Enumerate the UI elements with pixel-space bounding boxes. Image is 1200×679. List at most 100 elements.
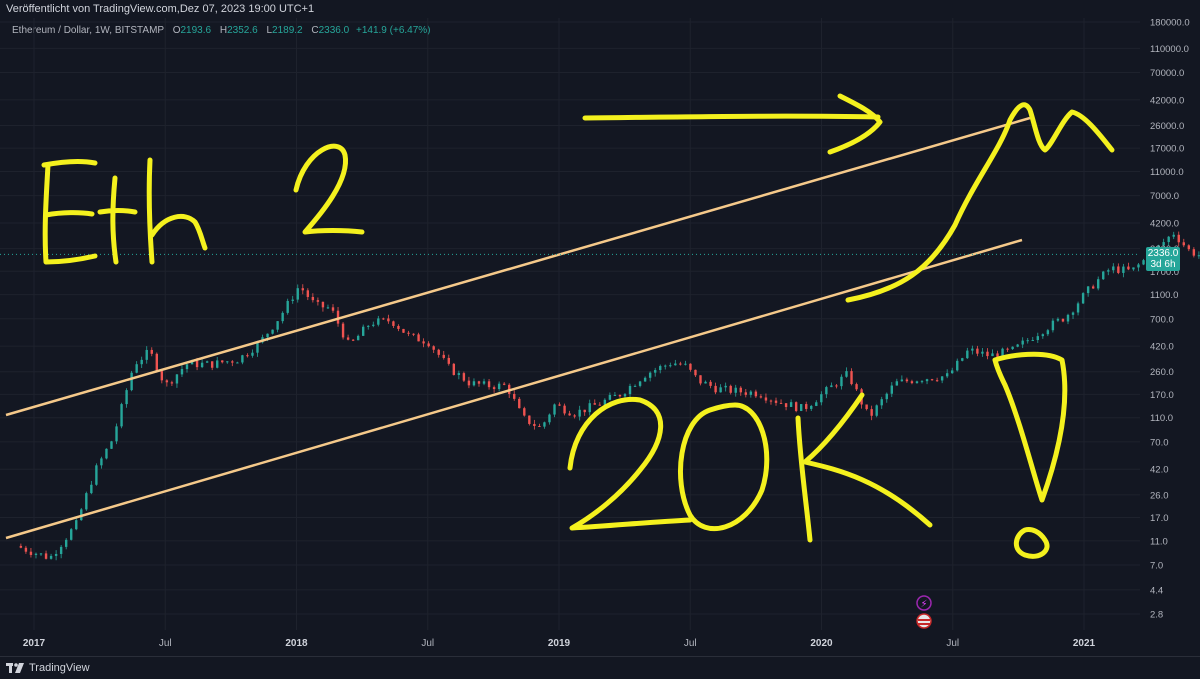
arrow-head [827,93,883,155]
time-axis: 2017Jul2018Jul2019Jul2020Jul2021Jul2022J… [23,638,1096,649]
time-tick-label: 2021 [1073,638,1096,649]
candle-body [684,363,687,365]
candle-body [729,385,732,393]
candle-body [789,402,793,407]
price-tick-label: 700.0 [1150,314,1174,325]
event-markers: ⚡ [916,595,932,629]
candle-body [880,399,883,406]
candle-body [1102,271,1105,280]
candle-body [115,426,118,442]
candle-body [930,379,934,381]
candle-body [64,539,68,547]
candle-body [895,381,899,386]
candle-body [704,381,707,384]
candle-body [256,342,259,353]
candle-body [719,387,722,393]
candle-body [583,409,586,413]
price-tick-label: 70000.0 [1150,68,1184,79]
candle-body [774,400,778,403]
last-price-badge: 2336.0 3d 6h [1146,247,1180,272]
price-axis: 180000.0 110000.0 70000.0 42000.0 26000.0 170… [1150,18,1190,621]
candle-body [674,363,677,366]
candle-body [613,394,617,396]
candle-body [150,349,153,354]
price-tick-label: 110.0 [1150,413,1173,424]
candle-body [90,484,93,494]
symbol-title[interactable]: Ethereum / Dollar, 1W, BITSTAMP [12,25,164,36]
candle-body [382,318,385,320]
price-tick-label: 4.4 [1150,585,1163,596]
price-tick-label: 42.0 [1150,465,1169,476]
price-tick-label: 26.0 [1150,490,1169,501]
change-value: +141.9 (+6.47%) [356,25,431,36]
candle-body [387,318,390,322]
candle-body [402,328,405,333]
candle-body [497,383,501,390]
candle-body [905,379,909,382]
hand-drawings [41,93,1115,559]
candle-body [910,381,914,384]
candle-body [976,348,979,354]
price-tick-label: 11.0 [1150,536,1168,547]
candle-body [251,352,254,356]
price-tick-label: 7000.0 [1150,191,1179,202]
tradingview-logo[interactable]: TradingView [6,662,90,674]
candle-body [825,387,828,395]
candle-body [110,441,113,449]
chart-grid [0,18,1140,630]
candle-body [276,321,279,330]
candle-body [739,387,742,393]
candle-body [830,385,833,388]
candle-body [714,385,717,393]
candle-body [679,363,682,365]
candle-body [1071,312,1075,315]
candle-body [996,353,999,358]
candle-body [925,379,929,382]
candle-body [543,422,546,427]
candle-body [231,361,234,363]
candle-body [296,288,299,300]
candle-body [784,403,788,407]
price-tick-label: 17000.0 [1150,144,1184,155]
candle-body [236,362,239,364]
time-tick-label: 2019 [548,638,571,649]
candle-body [623,394,627,397]
candle-body [799,404,803,411]
candle-body [412,333,415,335]
candle-body [246,355,249,357]
candle-body [85,493,88,510]
candle-body [1066,314,1070,322]
candle-body [437,349,440,355]
candle-body [346,337,350,340]
candle-body [336,310,340,324]
open-label: O [172,25,181,36]
candle-body [1011,346,1014,350]
candle-body [1167,236,1170,243]
candle-body [165,380,169,383]
candle-body [810,405,813,409]
candle-body [794,402,798,411]
price-tick-label: 420.0 [1150,342,1174,353]
price-chart[interactable]: 180000.0 110000.0 70000.0 42000.0 26000.0 170… [0,0,1200,656]
lightning-event-icon[interactable] [916,595,932,611]
candle-body [100,458,103,466]
candle-body [513,393,516,399]
candle-body [34,553,38,555]
candle-body [457,373,461,375]
candle-body [865,404,868,410]
candle-body [1192,249,1196,256]
candle-body [397,325,400,329]
candle-body [1046,330,1050,335]
candle-body [563,405,566,414]
candle-body [1197,255,1200,257]
candle-body [1172,234,1175,237]
candle-body [19,545,23,548]
handwriting-exclaim-bar [992,351,1068,503]
candle-body [734,387,737,393]
candle-body [769,400,773,402]
candle-body [1016,344,1019,347]
candle-body [568,413,571,416]
candle-body [1031,340,1034,342]
handwriting-E [41,159,98,265]
candle-body [945,373,949,377]
